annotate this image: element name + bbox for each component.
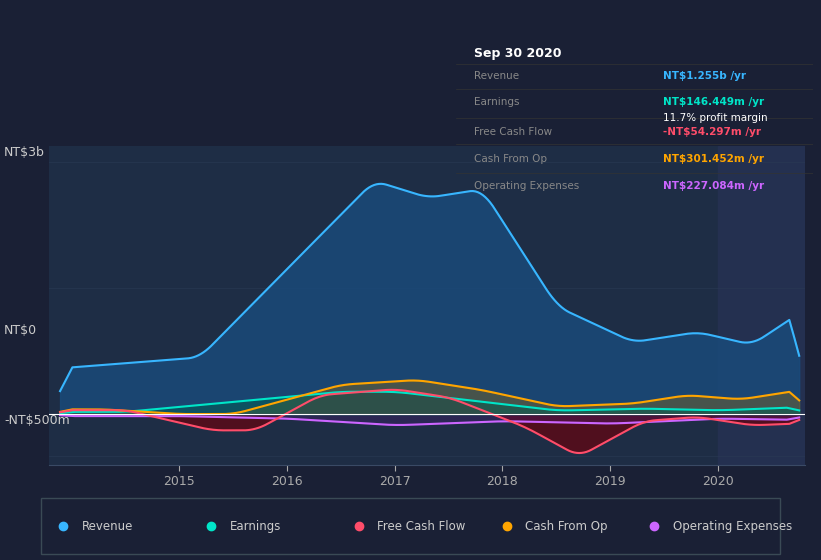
Text: NT$227.084m /yr: NT$227.084m /yr bbox=[663, 181, 764, 192]
Text: Earnings: Earnings bbox=[230, 520, 281, 533]
Bar bbox=[718, 146, 805, 465]
Text: NT$0: NT$0 bbox=[4, 324, 37, 337]
Text: Earnings: Earnings bbox=[474, 97, 519, 106]
Text: Revenue: Revenue bbox=[474, 72, 519, 81]
Text: NT$1.255b /yr: NT$1.255b /yr bbox=[663, 72, 745, 81]
Text: Free Cash Flow: Free Cash Flow bbox=[474, 127, 552, 137]
Text: Operating Expenses: Operating Expenses bbox=[673, 520, 792, 533]
Text: Revenue: Revenue bbox=[82, 520, 133, 533]
Text: 11.7% profit margin: 11.7% profit margin bbox=[663, 113, 768, 123]
Text: Cash From Op: Cash From Op bbox=[474, 154, 547, 164]
Text: Free Cash Flow: Free Cash Flow bbox=[378, 520, 466, 533]
Text: Sep 30 2020: Sep 30 2020 bbox=[474, 47, 561, 60]
Text: -NT$500m: -NT$500m bbox=[4, 414, 70, 427]
Text: NT$301.452m /yr: NT$301.452m /yr bbox=[663, 154, 764, 164]
Text: NT$146.449m /yr: NT$146.449m /yr bbox=[663, 97, 764, 106]
Text: Cash From Op: Cash From Op bbox=[525, 520, 608, 533]
Text: Operating Expenses: Operating Expenses bbox=[474, 181, 579, 192]
Text: NT$3b: NT$3b bbox=[4, 146, 45, 158]
Text: -NT$54.297m /yr: -NT$54.297m /yr bbox=[663, 127, 761, 137]
